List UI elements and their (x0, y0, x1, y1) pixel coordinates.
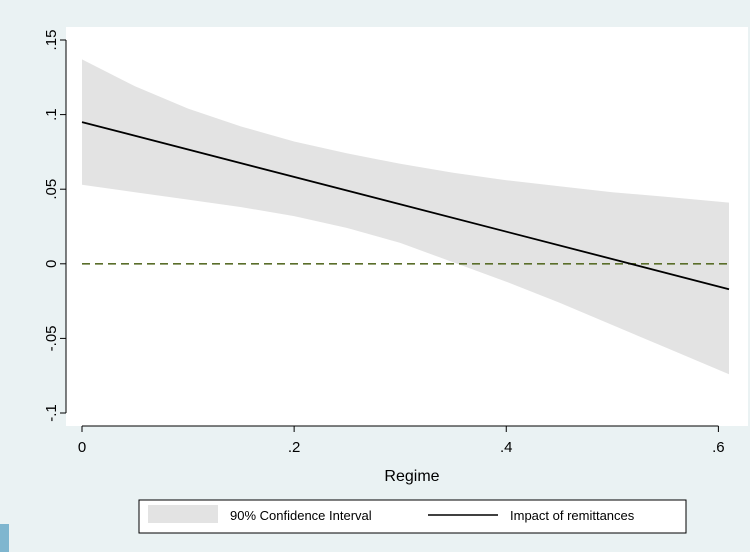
y-tick-label: -.05 (43, 325, 60, 351)
legend: 90% Confidence Interval Impact of remitt… (138, 499, 687, 534)
x-tick-label: .6 (712, 439, 725, 456)
y-tick-label: .1 (43, 108, 60, 121)
y-tick-label: .05 (43, 179, 60, 200)
y-tick-label: 0 (43, 260, 60, 268)
y-tick-label: -.1 (43, 404, 60, 422)
legend-swatch-ci (148, 505, 218, 523)
x-tick-label: .2 (288, 439, 301, 456)
legend-label-impact: Impact of remittances (510, 508, 635, 523)
x-tick-label: 0 (78, 439, 86, 456)
legend-label-ci: 90% Confidence Interval (230, 508, 372, 523)
x-tick-label: .4 (500, 439, 513, 456)
x-axis-title: Regime (384, 468, 439, 485)
confidence-band (82, 59, 729, 375)
impact-line (81, 121, 730, 291)
edge-strip (0, 524, 9, 552)
legend-box (138, 499, 687, 534)
y-tick-label: .15 (43, 30, 60, 51)
